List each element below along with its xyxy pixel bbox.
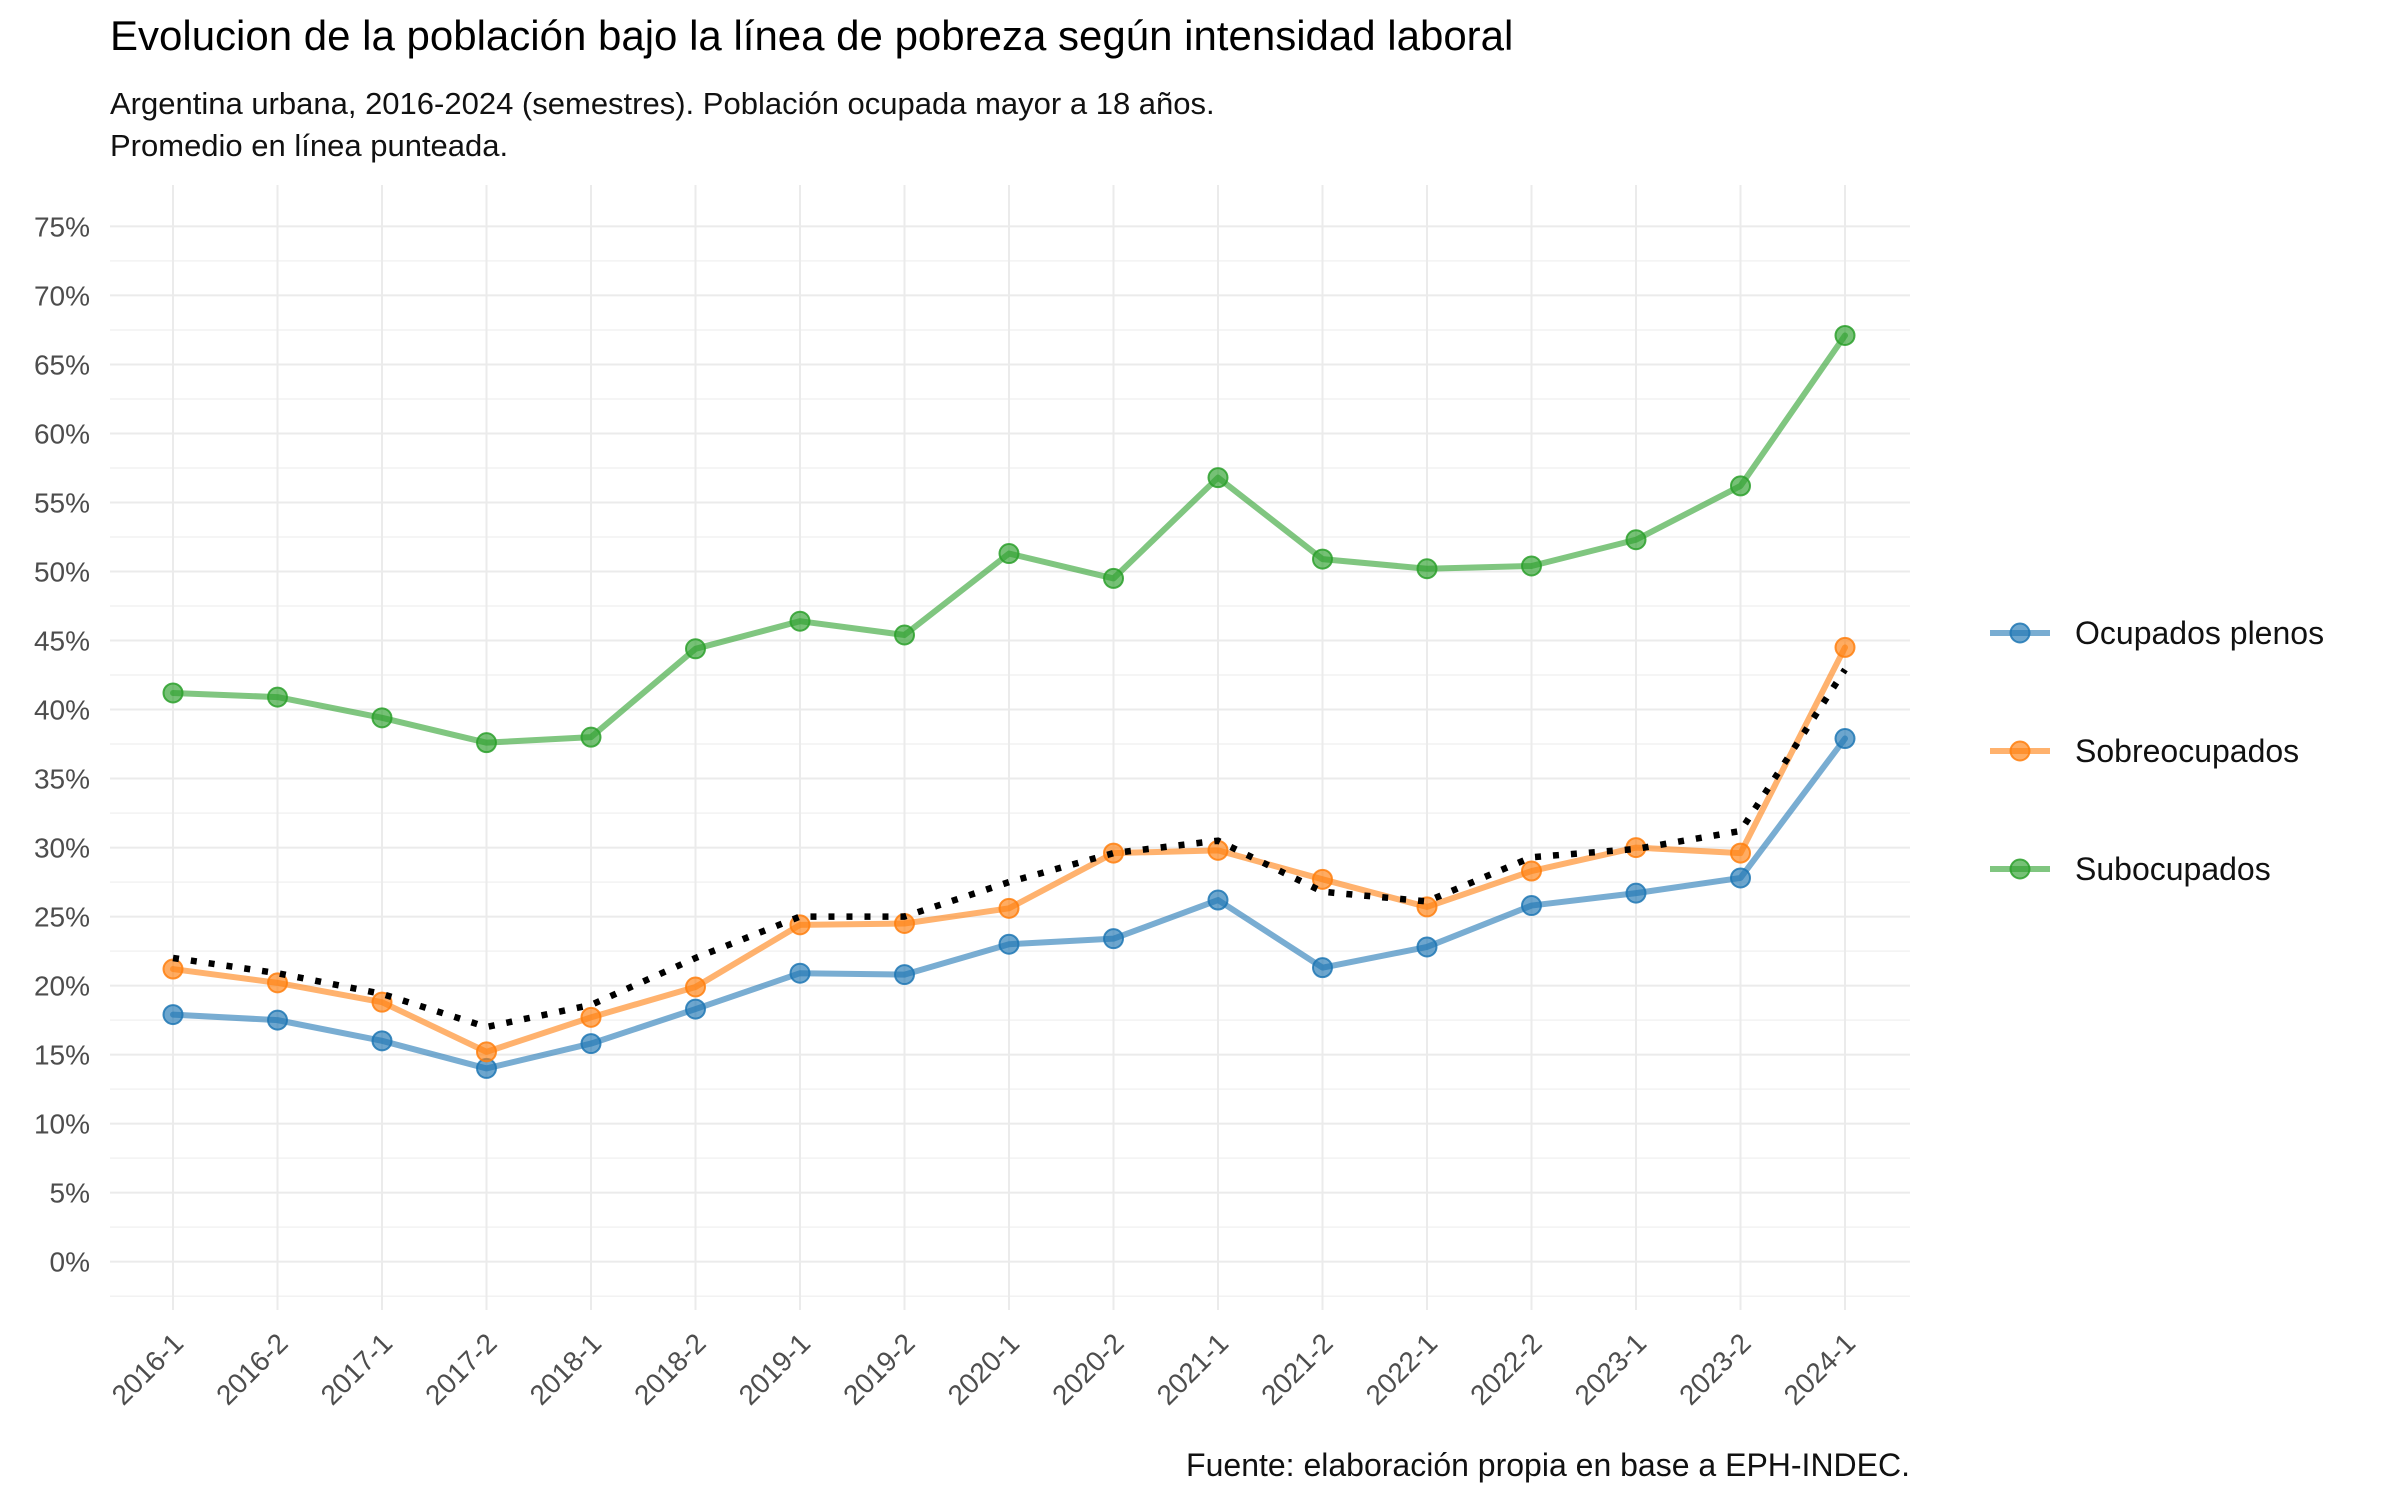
- y-tick-label: 45%: [34, 626, 90, 657]
- data-point-subocupados: [1521, 555, 1542, 577]
- data-point-ocupados-plenos: [1834, 728, 1856, 750]
- data-point-sobreocupados: [1312, 868, 1333, 890]
- y-tick-label: 30%: [34, 833, 90, 864]
- data-point-subocupados: [1312, 548, 1333, 570]
- data-point-sobreocupados: [998, 897, 1020, 919]
- series: [162, 324, 1856, 1079]
- data-point-subocupados: [371, 707, 393, 729]
- data-point-subocupados: [685, 638, 706, 660]
- legend-key-point-subocupados: [2009, 858, 2031, 880]
- legend-key-point-ocupados-plenos: [2009, 622, 2031, 644]
- data-point-ocupados-plenos: [267, 1009, 288, 1031]
- y-tick-label: 60%: [34, 418, 90, 449]
- legend-label-ocupados-plenos: Ocupados plenos: [2075, 615, 2324, 651]
- data-point-subocupados: [894, 624, 915, 646]
- legend-key-point-sobreocupados: [2009, 740, 2031, 762]
- grid: [110, 185, 1910, 1310]
- data-point-ocupados-plenos: [789, 962, 811, 984]
- x-tick-label: 2023-2: [1673, 1327, 1757, 1411]
- x-tick-label: 2017-1: [315, 1327, 399, 1411]
- x-tick-label: 2017-2: [419, 1327, 503, 1411]
- chart-caption: Fuente: elaboración propia en base a EPH…: [1186, 1447, 1910, 1483]
- y-tick-label: 70%: [34, 280, 90, 311]
- data-point-sobreocupados: [1730, 842, 1751, 864]
- y-tick-label: 25%: [34, 902, 90, 933]
- y-tick-label: 35%: [34, 764, 90, 795]
- data-point-ocupados-plenos: [685, 998, 706, 1020]
- x-tick-label: 2022-1: [1360, 1327, 1444, 1411]
- chart-subtitle-line-2: Promedio en línea punteada.: [110, 128, 508, 163]
- data-point-subocupados: [1207, 467, 1229, 489]
- data-point-ocupados-plenos: [894, 964, 915, 986]
- data-point-ocupados-plenos: [1103, 928, 1124, 950]
- y-axis-ticks: 0% 5% 10% 15% 20% 25% 30% 35% 40% 45% 50% 55% 60% 65%…: [34, 211, 90, 1277]
- data-point-ocupados-plenos: [1625, 882, 1647, 904]
- data-point-subocupados: [1416, 558, 1438, 580]
- x-tick-label: 2020-2: [1046, 1327, 1130, 1411]
- y-tick-label: 5%: [50, 1178, 90, 1209]
- chart-subtitle-line-1: Argentina urbana, 2016-2024 (semestres).…: [110, 86, 1215, 121]
- data-point-sobreocupados: [267, 972, 288, 994]
- data-point-sobreocupados: [162, 958, 184, 980]
- data-point-ocupados-plenos: [1416, 936, 1438, 958]
- legend-label-sobreocupados: Sobreocupados: [2075, 733, 2299, 769]
- x-tick-label: 2021-1: [1151, 1327, 1235, 1411]
- x-tick-label: 2023-1: [1569, 1327, 1653, 1411]
- y-tick-label: 20%: [34, 971, 90, 1002]
- data-point-subocupados: [998, 543, 1020, 565]
- data-point-ocupados-plenos: [1312, 957, 1333, 979]
- data-point-ocupados-plenos: [162, 1004, 184, 1026]
- data-point-sobreocupados: [1834, 636, 1856, 658]
- y-tick-label: 50%: [34, 557, 90, 588]
- data-point-subocupados: [789, 610, 811, 632]
- data-point-subocupados: [1834, 324, 1856, 346]
- data-point-ocupados-plenos: [998, 933, 1020, 955]
- x-tick-label: 2020-1: [942, 1327, 1026, 1411]
- y-tick-label: 75%: [34, 211, 90, 242]
- data-point-sobreocupados: [1103, 842, 1124, 864]
- y-tick-label: 15%: [34, 1040, 90, 1071]
- x-tick-label: 2019-2: [837, 1327, 921, 1411]
- data-point-ocupados-plenos: [1521, 895, 1542, 917]
- y-tick-label: 0%: [50, 1247, 90, 1278]
- x-tick-label: 2016-1: [106, 1327, 190, 1411]
- x-axis-ticks: 2016-1 2016-2 2017-1 2017-2 2018-1 2018-2 2019…: [106, 1327, 1862, 1411]
- data-point-ocupados-plenos: [580, 1033, 602, 1055]
- x-tick-label: 2018-1: [524, 1327, 608, 1411]
- data-point-ocupados-plenos: [371, 1030, 393, 1052]
- y-tick-label: 55%: [34, 487, 90, 518]
- data-point-sobreocupados: [1521, 860, 1542, 882]
- x-tick-label: 2022-2: [1464, 1327, 1548, 1411]
- data-point-subocupados: [580, 726, 602, 748]
- series-subocupados: [162, 324, 1856, 754]
- data-point-subocupados: [162, 682, 184, 704]
- x-tick-label: 2016-2: [210, 1327, 294, 1411]
- data-point-subocupados: [267, 686, 288, 708]
- y-tick-label: 40%: [34, 695, 90, 726]
- x-tick-label: 2024-1: [1778, 1327, 1862, 1411]
- data-point-subocupados: [1103, 567, 1124, 589]
- legend: Ocupados plenos Sobreocupados Subocupados: [1990, 615, 2324, 887]
- data-point-sobreocupados: [580, 1006, 602, 1028]
- data-point-sobreocupados: [476, 1041, 497, 1063]
- data-point-subocupados: [476, 732, 497, 754]
- chart-title: Evolucion de la población bajo la línea …: [110, 12, 1513, 59]
- data-point-ocupados-plenos: [1730, 867, 1751, 889]
- y-tick-label: 65%: [34, 349, 90, 380]
- data-point-sobreocupados: [685, 976, 706, 998]
- x-tick-label: 2021-2: [1255, 1327, 1339, 1411]
- data-point-ocupados-plenos: [1207, 889, 1229, 911]
- x-tick-label: 2019-1: [733, 1327, 817, 1411]
- x-tick-label: 2018-2: [628, 1327, 712, 1411]
- y-tick-label: 10%: [34, 1109, 90, 1140]
- data-point-subocupados: [1625, 529, 1647, 551]
- series-ocupados-plenos: [162, 728, 1856, 1079]
- legend-label-subocupados: Subocupados: [2075, 851, 2271, 887]
- data-point-subocupados: [1730, 475, 1751, 497]
